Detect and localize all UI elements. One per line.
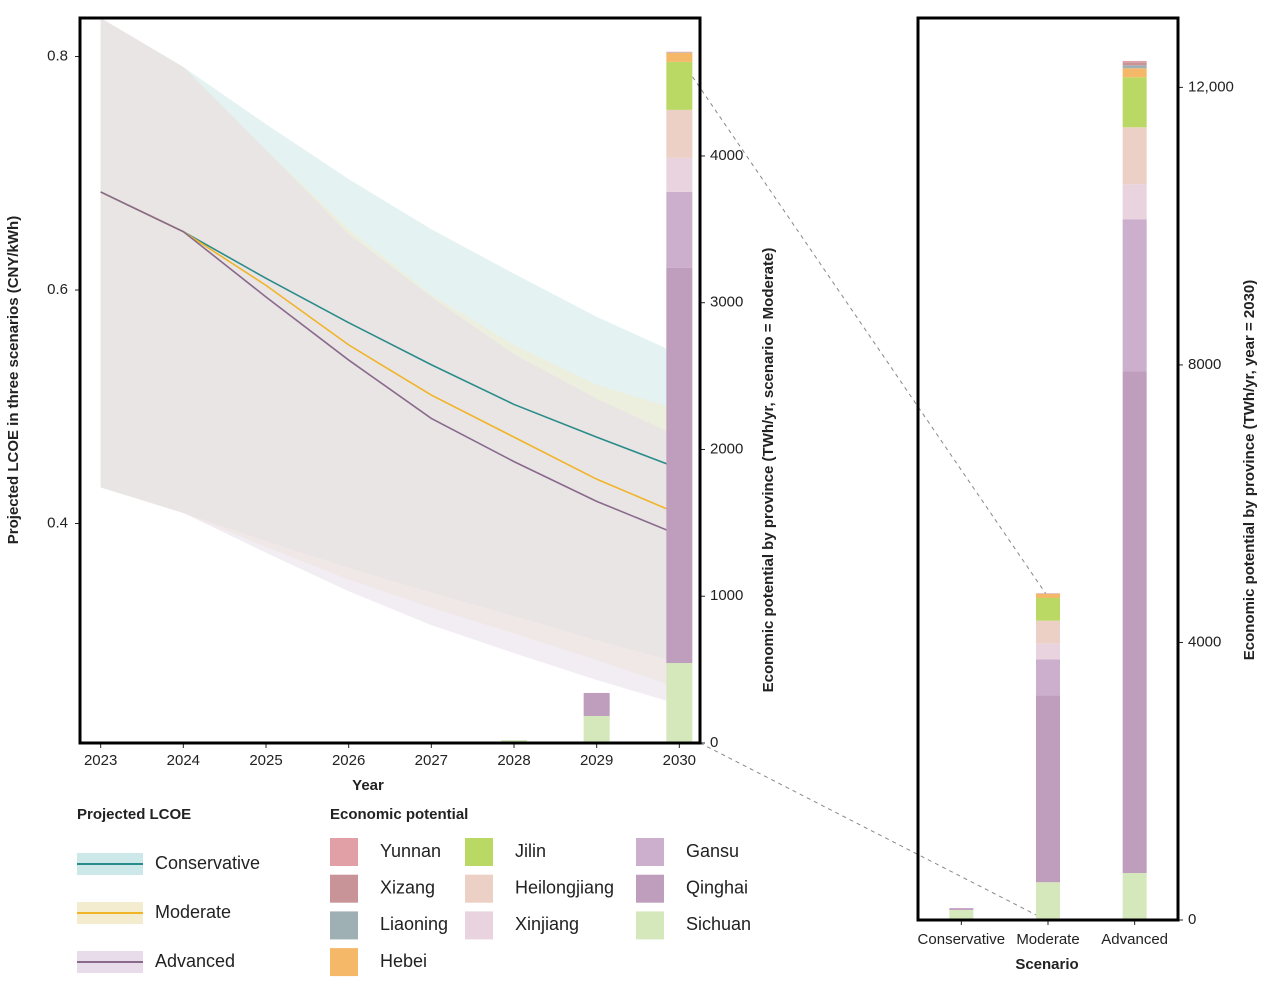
y-tick-label: 0.8 (47, 47, 68, 64)
plot-frame (78, 16, 702, 745)
x-tick-label: 2028 (497, 752, 530, 769)
connector (699, 742, 1047, 921)
bar-segment (1122, 62, 1147, 66)
x-tick-label: 2026 (332, 752, 365, 769)
legend-label: Jilin (515, 841, 546, 861)
x-axis-label: Scenario (1015, 956, 1078, 973)
legend-label: Moderate (155, 902, 231, 922)
x-tick-label: 2027 (415, 752, 448, 769)
y-tick-label: 0 (1188, 911, 1196, 928)
bar-segment (1122, 127, 1147, 185)
y-tick-label: 8000 (1188, 356, 1221, 373)
legend-label: Gansu (686, 841, 739, 861)
y-tick-label: 12,000 (1188, 78, 1234, 95)
bar-segment (1036, 659, 1060, 696)
legend-swatch (636, 911, 664, 940)
bar-segment (1122, 371, 1147, 874)
x-axis-label: Year (352, 777, 384, 794)
legend-title: Economic potential (330, 806, 468, 823)
bar-segment (666, 663, 693, 743)
legend-swatch (465, 874, 493, 903)
bar-segment (1036, 882, 1060, 920)
bar-segment (666, 191, 693, 268)
bar-segment (949, 908, 974, 910)
bar-segment (1036, 643, 1060, 660)
y-axis-label: Projected LCOE in three scenarios (CNY/k… (5, 216, 22, 544)
x-tick-label: Advanced (1101, 931, 1168, 948)
y2-axis-label: Economic potential by province (TWh/yr, … (760, 248, 777, 693)
legend-label: Xinjiang (515, 914, 579, 934)
y-tick-label: 4000 (1188, 633, 1221, 650)
legend-swatch (330, 948, 358, 977)
bar-segment (1122, 219, 1147, 372)
y2-tick-label: 1000 (710, 587, 743, 604)
bar-segment (1122, 184, 1147, 220)
legend-label: Conservative (155, 853, 260, 873)
band (100, 18, 680, 705)
bar-segment (1122, 873, 1147, 920)
legend-title: Projected LCOE (77, 806, 191, 823)
y-tick-label: 0.4 (47, 514, 68, 531)
legend-label: Yunnan (380, 841, 441, 861)
y-axis-label: Economic potential by province (TWh/yr, … (1241, 280, 1258, 661)
bar-segment (1036, 620, 1060, 644)
bar-segment (1122, 60, 1147, 63)
bar-segment (583, 692, 610, 716)
legend-label: Hebei (380, 951, 427, 971)
bar-segment (949, 909, 974, 920)
legend-label: Xizang (380, 877, 435, 897)
x-tick-label: Conservative (918, 931, 1006, 948)
legend-label: Advanced (155, 951, 235, 971)
y2-tick-label: 2000 (710, 440, 743, 457)
legend-swatch (330, 838, 358, 866)
x-tick-label: 2023 (84, 752, 117, 769)
x-tick-label: 2029 (580, 752, 613, 769)
y2-tick-label: 0 (710, 734, 718, 751)
legend-swatch (636, 874, 664, 903)
legend-swatch (636, 838, 664, 866)
bar-segment (1122, 65, 1147, 69)
legend-label: Liaoning (380, 914, 448, 934)
bar-segment (1122, 68, 1147, 78)
y2-tick-label: 3000 (710, 294, 743, 311)
x-tick-label: Moderate (1016, 931, 1079, 948)
line (100, 191, 680, 515)
legend-swatch (330, 874, 358, 903)
plot-frame (916, 16, 1180, 922)
legend-label: Heilongjiang (515, 877, 614, 897)
legend-swatch (465, 838, 493, 866)
bar-segment (666, 61, 693, 110)
bar-segment (666, 52, 693, 62)
legend-swatch (330, 911, 358, 940)
legend-label: Sichuan (686, 914, 751, 934)
line (100, 191, 680, 536)
legend-swatch (465, 911, 493, 940)
bar-segment (1036, 597, 1060, 621)
bar-segment (666, 157, 693, 192)
bar-segment (1036, 695, 1060, 883)
bar-segment (666, 109, 693, 158)
connector (678, 56, 1047, 595)
y2-tick-label: 4000 (710, 147, 743, 164)
bar-segment (1036, 593, 1060, 598)
bar-segment (949, 907, 974, 909)
bar-segment (666, 267, 693, 664)
bar-segment (583, 715, 610, 743)
x-tick-label: 2024 (167, 752, 200, 769)
line (100, 191, 680, 470)
bar-segment (1122, 77, 1147, 128)
x-tick-label: 2025 (249, 752, 282, 769)
x-tick-label: 2030 (663, 752, 696, 769)
legend-label: Qinghai (686, 877, 748, 897)
y-tick-label: 0.6 (47, 281, 68, 298)
